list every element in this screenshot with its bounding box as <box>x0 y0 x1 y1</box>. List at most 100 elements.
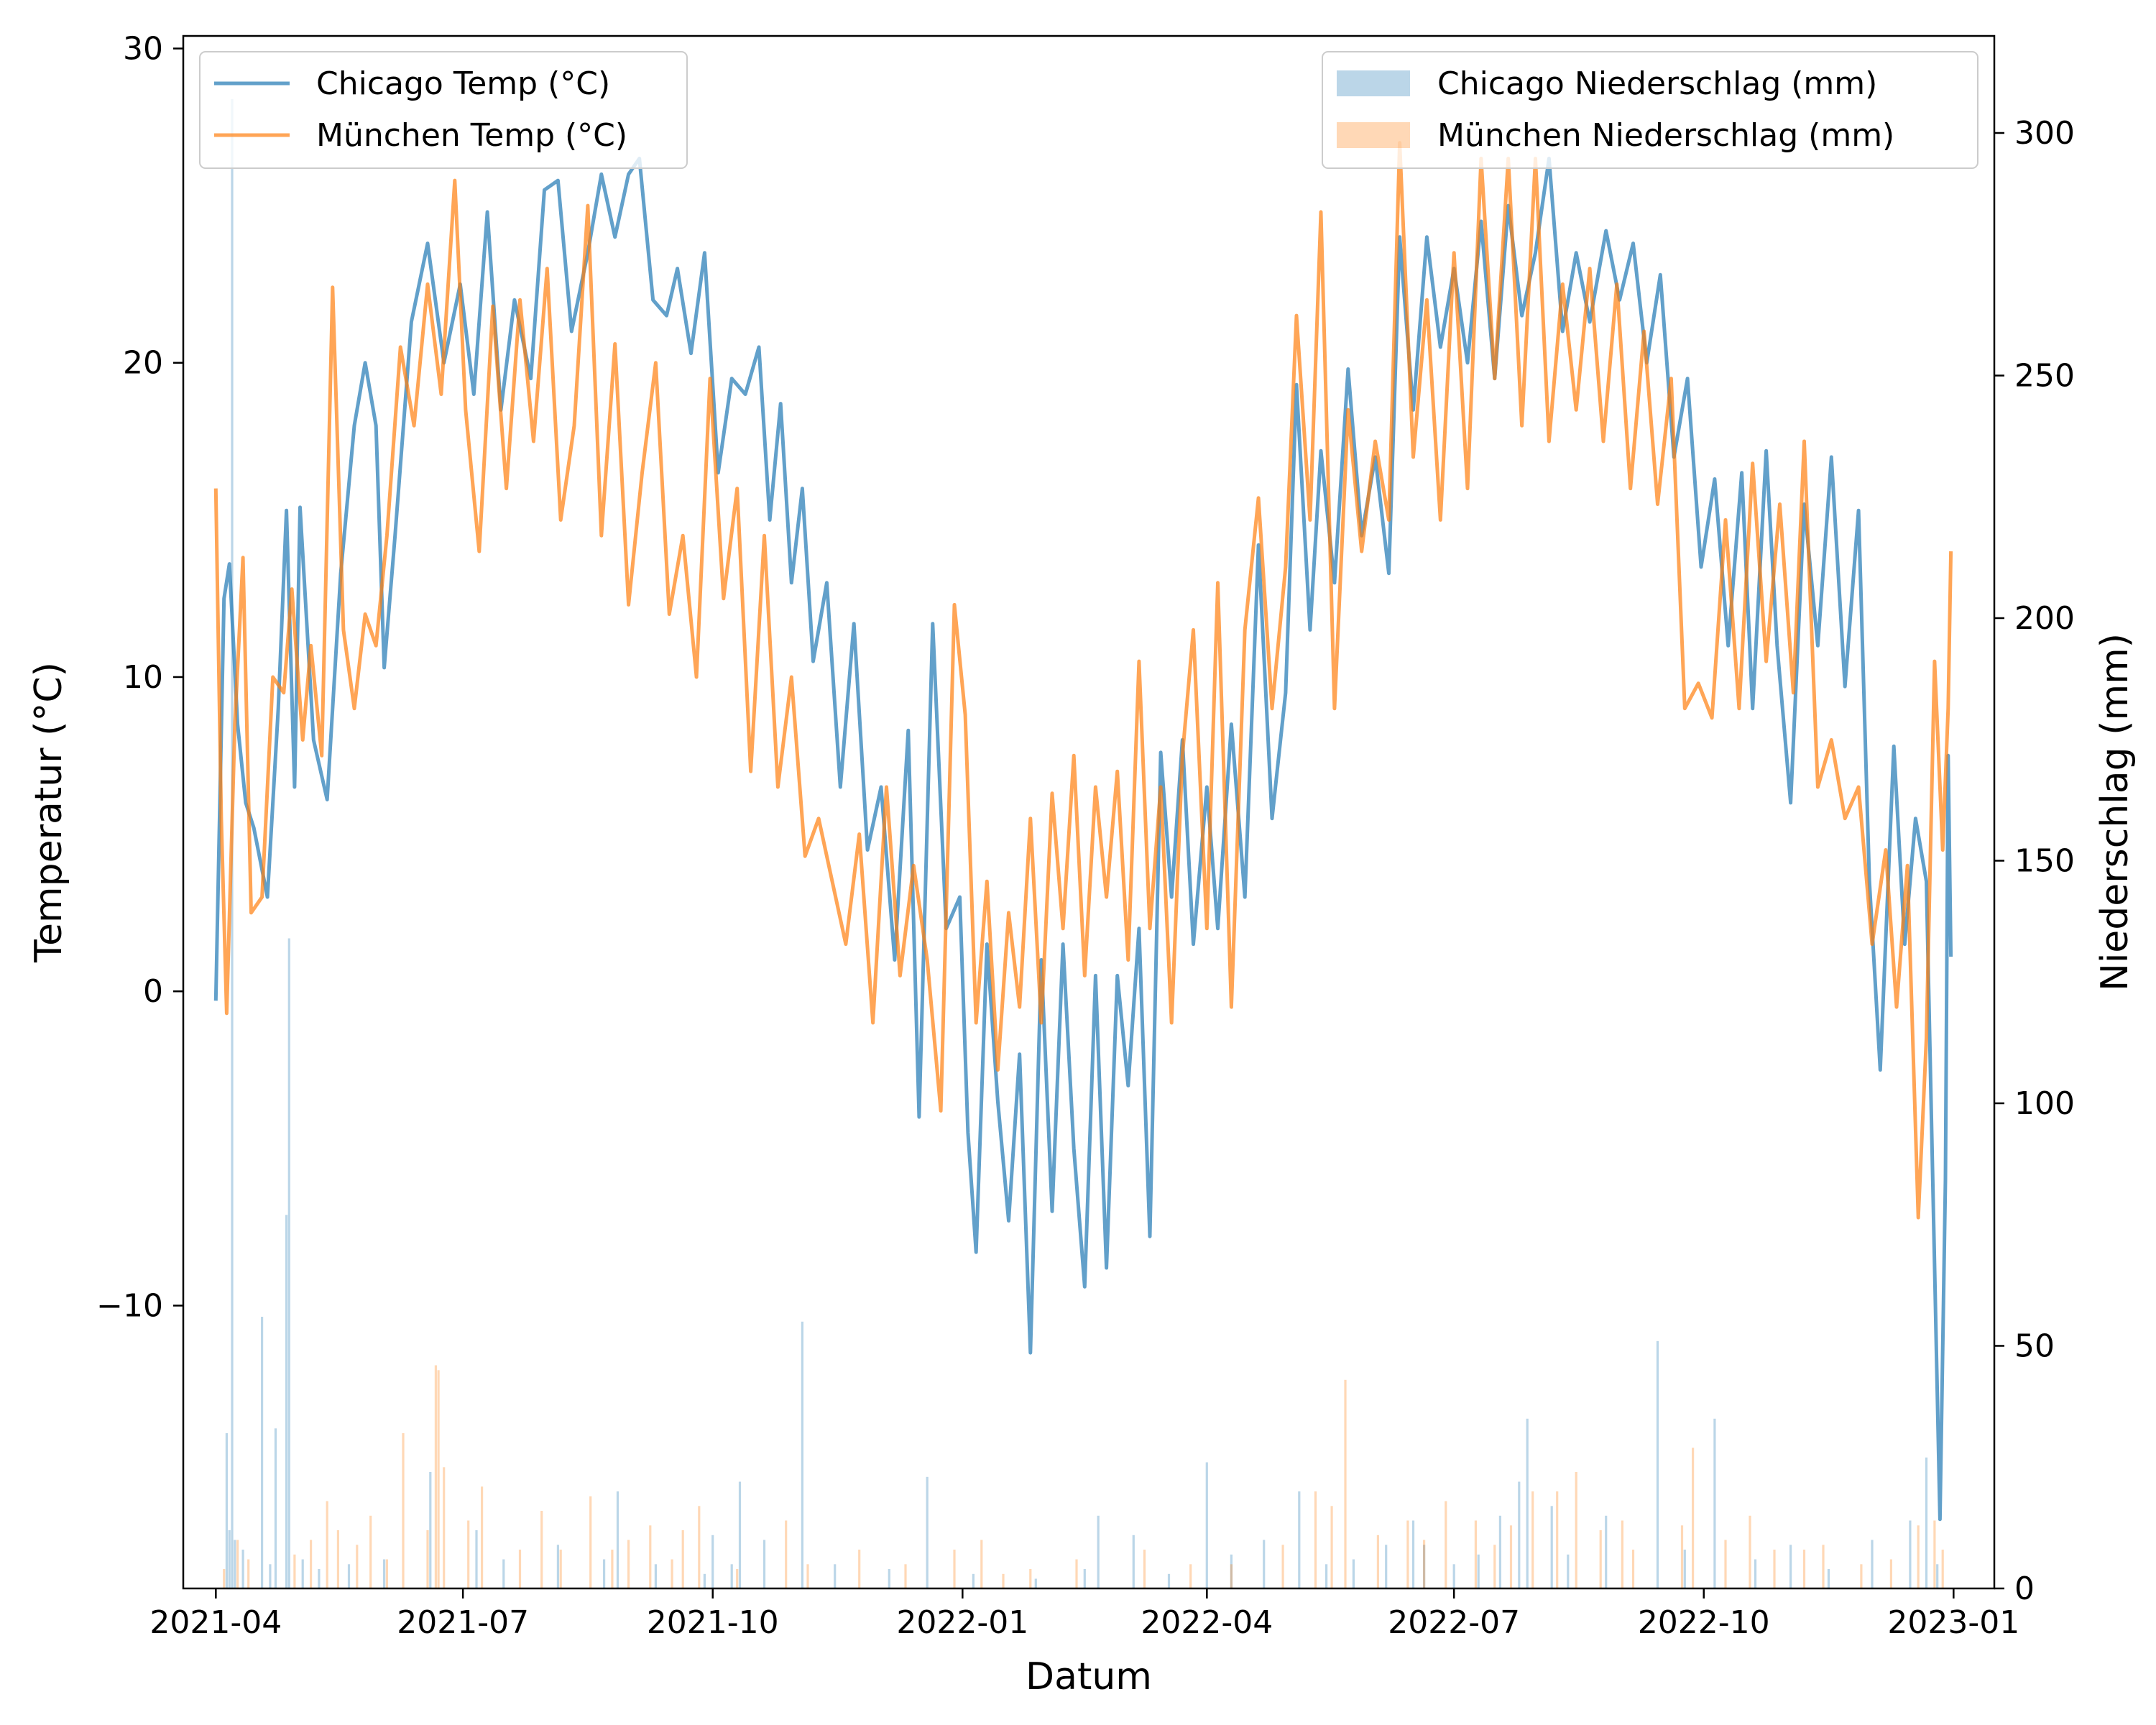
chicago-precip-bar <box>1925 1457 1928 1589</box>
munich-precip-bar <box>698 1506 701 1589</box>
munich-precip-bar <box>1493 1545 1496 1589</box>
chicago-precip-bar <box>1452 1564 1455 1589</box>
chicago-precip-bar <box>1385 1545 1388 1589</box>
munich-precip-bar <box>1621 1520 1623 1588</box>
y-left-tick-label: −10 <box>96 1287 163 1324</box>
munich-precip-bar <box>611 1550 614 1588</box>
chicago-precip-bar <box>1423 1545 1426 1589</box>
chicago-precip-bar <box>1754 1559 1757 1588</box>
chicago-precip-bar <box>1298 1491 1301 1588</box>
chicago-temp-line <box>213 157 1953 1522</box>
legend-temperature-box <box>199 51 688 169</box>
munich-precip-bar <box>1724 1540 1727 1588</box>
munich-precip-bar <box>236 1540 239 1588</box>
x-axis-title: Datum <box>1026 1655 1152 1698</box>
munich-precip-bar <box>980 1540 983 1588</box>
munich-precip-bar <box>1143 1550 1146 1588</box>
x-tick-label: 2022-10 <box>1638 1604 1770 1641</box>
plot-area-frame <box>182 34 1996 1590</box>
legend-precipitation-box <box>1322 51 1978 169</box>
temperature-lines <box>213 141 1953 1522</box>
munich-precip-bar <box>1933 1520 1936 1588</box>
y-axis-left-title: Temperatur (°C) <box>27 662 70 963</box>
chicago-precip-bar <box>1132 1535 1135 1589</box>
chicago-precip-bar <box>318 1569 321 1588</box>
munich-precip-bar <box>858 1550 861 1588</box>
chicago-precip-bar <box>1605 1515 1608 1589</box>
y-left-tick-label: 0 <box>143 973 163 1010</box>
munich-precip-bar <box>1002 1573 1005 1589</box>
chicago-precip-bar <box>1526 1418 1529 1589</box>
munich-precip-bar <box>1631 1550 1635 1588</box>
chicago-precip-bar <box>1325 1564 1328 1589</box>
munich-precip-bar <box>1556 1491 1559 1588</box>
munich-temp-line <box>213 141 1953 1220</box>
chicago-precip-bar <box>1683 1550 1686 1588</box>
chicago-precip-bar <box>763 1540 766 1588</box>
chicago-precip-bar <box>234 1540 236 1588</box>
chicago-precip-bar <box>269 1564 272 1589</box>
chicago-precip-bar <box>1034 1578 1037 1588</box>
chicago-precip-bar <box>1263 1540 1266 1588</box>
munich-precip-bar <box>1230 1564 1233 1589</box>
chicago-precip-bar <box>383 1559 386 1588</box>
y-right-tick-label: 250 <box>2014 358 2075 395</box>
munich-precip-bar <box>1802 1550 1806 1588</box>
x-tick-label: 2021-10 <box>647 1604 779 1641</box>
munich-precip-bar <box>1423 1540 1426 1588</box>
y-axis-right-title: Niederschlag (mm) <box>2093 633 2137 991</box>
chicago-precip-bar <box>616 1491 619 1588</box>
munich-precip-bar <box>467 1520 470 1588</box>
chicago-precip-bar <box>347 1564 351 1589</box>
chicago-precip-bar <box>1498 1515 1501 1589</box>
chicago-precip-bar <box>475 1530 478 1588</box>
munich-precip-bar <box>1445 1501 1447 1588</box>
chicago-precip-bar <box>972 1573 975 1589</box>
munich-precip-bar <box>1330 1506 1333 1589</box>
munich-precip-bar <box>736 1569 739 1588</box>
chicago-precip-bar <box>1936 1564 1939 1589</box>
munich-precip-bar <box>1692 1448 1695 1589</box>
chicago-precip-bar <box>926 1476 929 1589</box>
chicago-precip-bar <box>225 1433 228 1588</box>
legend-chicago-precip-swatch <box>1337 70 1410 96</box>
munich-precip-bar <box>443 1467 446 1589</box>
munich-precip-bar <box>649 1525 652 1589</box>
munich-precip-bar <box>426 1530 429 1588</box>
munich-precip-bar <box>1917 1525 1920 1589</box>
munich-precip-bar <box>518 1550 522 1588</box>
chicago-precip-bar <box>1205 1462 1208 1588</box>
chicago-precip-bar <box>285 1215 288 1589</box>
x-tick-label: 2022-04 <box>1141 1604 1273 1641</box>
munich-precip-bar <box>1029 1569 1032 1588</box>
munich-precip-bar <box>1314 1491 1317 1588</box>
munich-precip-bar <box>904 1564 907 1589</box>
munich-precip-bar <box>806 1564 809 1589</box>
chicago-precip-bar <box>1518 1481 1521 1588</box>
chicago-precip-bar <box>834 1564 837 1589</box>
munich-precip-bar <box>671 1559 673 1588</box>
munich-precip-bar <box>1749 1515 1751 1589</box>
munich-precip-bar <box>589 1496 592 1589</box>
munich-precip-bar <box>402 1433 405 1588</box>
munich-precip-bar <box>1599 1530 1602 1588</box>
y-right-tick-label: 0 <box>2014 1570 2035 1607</box>
chicago-precip-bar <box>502 1559 505 1588</box>
munich-precip-bar <box>785 1520 788 1588</box>
chicago-precip-bar <box>274 1428 277 1589</box>
y-right-tick-label: 300 <box>2014 115 2075 152</box>
y-left-tick-label: 30 <box>123 30 163 67</box>
chicago-precip-bar <box>1352 1559 1355 1588</box>
chicago-precip-bar <box>429 1472 432 1588</box>
munich-precip-bar <box>223 1569 226 1588</box>
munich-precip-bar <box>953 1550 956 1588</box>
chicago-precip-bar <box>261 1317 264 1588</box>
legend-munich-temp-label: München Temp (°C) <box>316 117 627 154</box>
chicago-precip-bar <box>703 1573 706 1589</box>
chicago-precip-bar <box>1909 1520 1912 1588</box>
munich-precip-bar <box>1344 1379 1347 1589</box>
chicago-precip-bar <box>1083 1569 1086 1588</box>
chicago-precip-bar <box>730 1564 733 1589</box>
munich-precip-bar <box>369 1515 372 1589</box>
